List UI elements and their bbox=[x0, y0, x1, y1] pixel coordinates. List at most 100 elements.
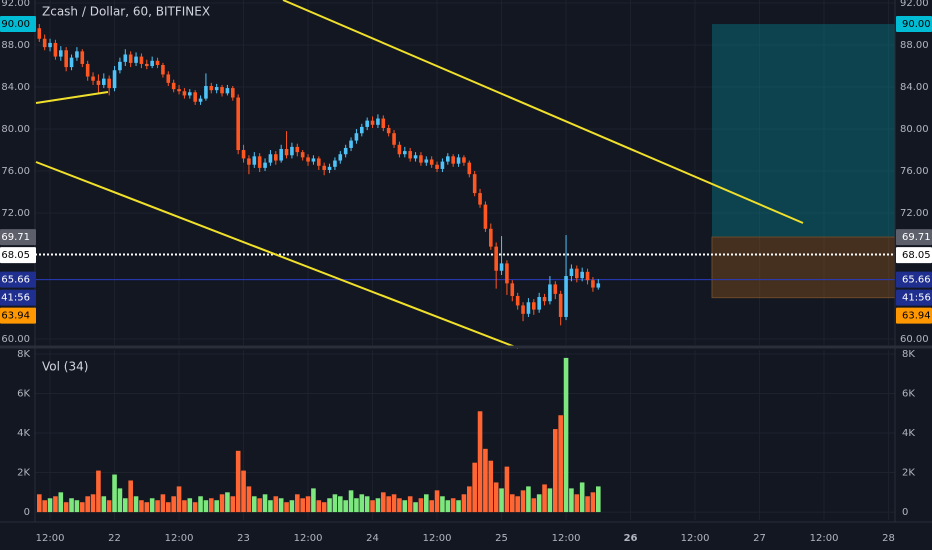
y-tick-label: 76.00 bbox=[900, 166, 929, 177]
y-tick-label: 76.00 bbox=[1, 166, 30, 177]
volume-bar bbox=[418, 498, 424, 513]
volume-bar bbox=[203, 500, 209, 513]
candle-body bbox=[236, 97, 240, 151]
candle-body bbox=[306, 157, 310, 162]
candle-body bbox=[489, 228, 493, 247]
price-tag-label: 69.71 bbox=[1, 232, 30, 243]
volume-bar bbox=[456, 500, 461, 513]
y-tick-label: 92.00 bbox=[1, 0, 30, 9]
candle-body bbox=[429, 159, 434, 165]
volume-bar bbox=[273, 496, 279, 513]
candle-body bbox=[102, 78, 106, 85]
y-tick-label: 4K bbox=[902, 428, 915, 439]
countdown-tag bbox=[896, 289, 932, 306]
trend-line bbox=[35, 161, 519, 349]
y-tick-label: 72.00 bbox=[1, 208, 30, 219]
candle-body bbox=[435, 164, 439, 169]
volume-bar bbox=[155, 500, 160, 513]
candle-body bbox=[220, 87, 224, 94]
candle-body bbox=[440, 161, 445, 169]
volume-bar bbox=[128, 480, 133, 513]
candle-body bbox=[354, 133, 359, 141]
candle-body bbox=[526, 302, 531, 314]
volume-bar bbox=[397, 498, 402, 513]
volume-bar bbox=[58, 492, 64, 513]
candle-body bbox=[413, 155, 418, 159]
candle-body bbox=[451, 156, 455, 164]
volume-bar bbox=[569, 488, 574, 513]
volume-bar bbox=[526, 486, 531, 513]
y-tick-label: 6K bbox=[17, 388, 30, 399]
volume-bar bbox=[574, 494, 580, 513]
volume-bar bbox=[90, 494, 96, 513]
volume-bar bbox=[268, 500, 273, 513]
candle-body bbox=[128, 54, 133, 63]
candle-body bbox=[596, 283, 601, 288]
volume-bar bbox=[278, 498, 284, 513]
candle-body bbox=[494, 246, 498, 271]
volume-bar bbox=[375, 498, 381, 513]
grid bbox=[35, 0, 895, 520]
candle-body bbox=[333, 160, 337, 167]
volume-bar bbox=[332, 494, 338, 513]
candle-body bbox=[241, 150, 246, 159]
candle-body bbox=[134, 56, 138, 63]
volume-bar bbox=[402, 500, 408, 513]
x-tick-label: 23 bbox=[237, 533, 250, 544]
volume-bar bbox=[429, 500, 434, 513]
candle-body bbox=[360, 126, 364, 134]
candle-body bbox=[462, 157, 466, 163]
candle-body bbox=[91, 76, 95, 81]
y-tick-label: 8K bbox=[902, 349, 915, 360]
price-tag bbox=[896, 229, 932, 246]
volume-bar bbox=[311, 488, 316, 513]
price-tag bbox=[896, 16, 932, 33]
volume-bar bbox=[542, 484, 547, 513]
volume-bar bbox=[348, 490, 354, 513]
y-tick-label: 0 bbox=[24, 507, 30, 518]
price-tag-label: 65.66 bbox=[1, 275, 30, 286]
volume-bar bbox=[510, 494, 515, 513]
target-zone bbox=[712, 24, 895, 238]
candle-body bbox=[591, 280, 595, 288]
y-tick-label: 60.00 bbox=[1, 334, 30, 345]
price-tag bbox=[896, 247, 932, 264]
candle-body bbox=[118, 61, 122, 71]
volume-bar bbox=[106, 500, 112, 513]
candle-body bbox=[532, 302, 536, 310]
candle-body bbox=[472, 174, 477, 194]
countdown-label: 41:56 bbox=[902, 293, 931, 304]
volume-bar bbox=[434, 490, 440, 513]
candle-body bbox=[467, 162, 472, 175]
x-tick-label: 27 bbox=[753, 533, 766, 544]
volume-bar bbox=[531, 498, 537, 513]
candle-body bbox=[295, 146, 300, 153]
volume-bar bbox=[450, 498, 456, 513]
price-tag bbox=[896, 307, 932, 324]
volume-bar bbox=[209, 498, 214, 513]
volume-bar bbox=[192, 502, 198, 513]
volume-bar bbox=[171, 496, 176, 513]
y-tick-label: 88.00 bbox=[900, 40, 929, 51]
volume-bar bbox=[235, 450, 241, 513]
candle-body bbox=[85, 63, 90, 77]
candle-body bbox=[171, 82, 176, 90]
candle-body bbox=[225, 88, 230, 94]
volume-bar bbox=[144, 502, 150, 513]
candle-body bbox=[209, 85, 214, 91]
candle-body bbox=[386, 127, 391, 134]
volume-bar bbox=[321, 502, 327, 513]
volume-bar bbox=[596, 486, 601, 513]
price-tag-label: 90.00 bbox=[1, 19, 30, 30]
candle-body bbox=[483, 204, 488, 229]
volume-bar bbox=[316, 500, 322, 513]
y-tick-label: 80.00 bbox=[1, 124, 30, 135]
volume-bar bbox=[381, 492, 386, 513]
x-tick-label: 26 bbox=[624, 533, 638, 544]
candle-body bbox=[284, 148, 289, 156]
volume-bar bbox=[187, 498, 193, 513]
volume-bar bbox=[80, 502, 85, 513]
candle-body bbox=[515, 295, 520, 306]
candle-body bbox=[48, 42, 52, 48]
